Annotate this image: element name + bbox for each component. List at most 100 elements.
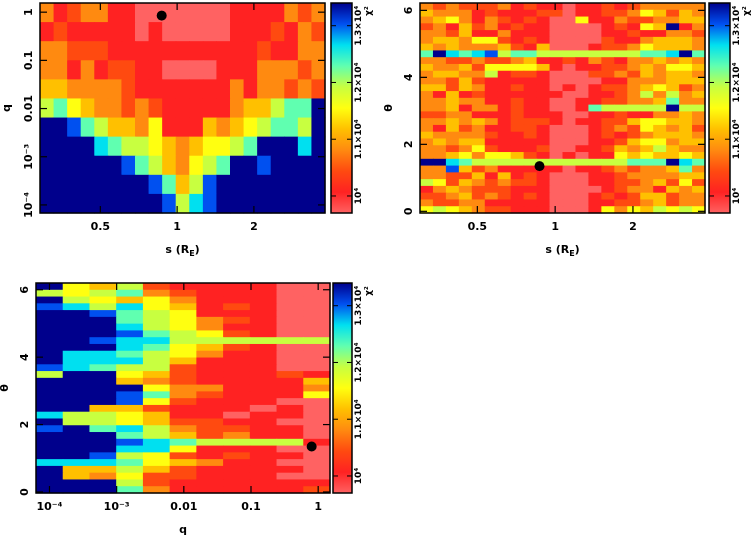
heatmap-cell xyxy=(121,98,136,119)
heatmap-cell xyxy=(303,296,331,304)
heatmap-cell xyxy=(458,57,473,65)
heatmap-cell xyxy=(270,98,285,119)
heatmap-cell xyxy=(523,158,538,167)
heatmap-cell xyxy=(67,79,82,100)
heatmap-cell xyxy=(196,486,224,494)
heatmap-cell xyxy=(432,124,447,133)
heatmap-cell xyxy=(67,136,82,157)
heatmap-cell xyxy=(276,432,304,440)
heatmap-cell xyxy=(549,124,564,133)
x-tick-label: 2 xyxy=(250,220,258,233)
heatmap-cell xyxy=(536,104,551,112)
colorbar-label: χ² xyxy=(364,6,374,16)
heatmap-cell xyxy=(640,57,654,65)
heatmap-cell xyxy=(196,418,224,426)
heatmap-cell xyxy=(458,124,473,133)
heatmap-cell xyxy=(445,192,460,201)
heatmap-cell xyxy=(223,310,251,318)
heatmap-cell xyxy=(36,330,64,338)
heatmap-cell xyxy=(588,206,602,214)
heatmap-cell xyxy=(121,3,136,23)
heatmap-cell xyxy=(148,41,163,61)
colorbar-tick-label: 10⁴ xyxy=(354,188,364,205)
heatmap-cell xyxy=(432,3,447,11)
x-axis-label: s (RE) xyxy=(165,243,199,258)
heatmap-cell xyxy=(679,97,693,106)
heatmap-cell xyxy=(169,479,197,487)
heatmap-cell xyxy=(653,138,667,146)
heatmap-cell xyxy=(276,343,304,352)
heatmap-cell xyxy=(142,479,171,487)
heatmap-cell xyxy=(484,77,499,85)
y-tick-label: 2 xyxy=(18,421,31,429)
heatmap-cell xyxy=(249,371,278,379)
heatmap-cell xyxy=(223,357,251,365)
heatmap-cell xyxy=(627,192,641,201)
colorbar-tick-label: 1.3×10⁴ xyxy=(354,286,364,326)
heatmap-cell xyxy=(243,174,258,195)
heatmap-cell xyxy=(562,30,577,38)
heatmap-cell xyxy=(249,316,278,325)
heatmap-cell xyxy=(135,174,150,195)
heatmap-cell xyxy=(692,152,706,160)
heatmap-cell xyxy=(420,185,434,194)
heatmap-cell xyxy=(458,9,473,18)
heatmap-cell xyxy=(420,179,434,187)
heatmap-cell xyxy=(588,77,602,85)
heatmap-cell xyxy=(249,479,278,487)
heatmap-cell xyxy=(202,136,218,157)
heatmap-cell xyxy=(420,57,434,65)
heatmap-cell xyxy=(223,445,251,453)
heatmap-cell xyxy=(640,118,654,126)
heatmap-cell xyxy=(445,57,460,65)
heatmap-cell xyxy=(116,465,144,474)
heatmap-cell xyxy=(523,91,538,99)
heatmap-cell xyxy=(297,117,313,138)
heatmap-cell xyxy=(640,77,654,85)
heatmap-cell xyxy=(666,30,680,38)
heatmap-cell xyxy=(458,145,473,153)
heatmap-cell xyxy=(216,41,231,61)
heatmap-cell xyxy=(303,438,331,447)
heatmap-cell xyxy=(249,452,278,460)
heatmap-cell xyxy=(458,43,473,52)
heatmap-cell xyxy=(562,158,577,167)
heatmap-cell xyxy=(549,16,564,24)
heatmap-cell xyxy=(679,118,693,126)
heatmap-cell xyxy=(666,145,680,153)
x-tick-label: 0.1 xyxy=(241,500,261,513)
heatmap-cell xyxy=(640,165,654,173)
x-axis-label-text: s (R xyxy=(165,243,189,256)
heatmap-cell xyxy=(284,193,299,214)
heatmap-cell xyxy=(588,124,602,133)
heatmap-cell xyxy=(169,472,197,481)
heatmap-cell xyxy=(627,206,641,214)
heatmap-cell xyxy=(601,138,615,146)
heatmap-cell xyxy=(575,145,590,153)
heatmap-cell xyxy=(89,289,117,298)
heatmap-cell xyxy=(89,472,117,481)
heatmap-cell xyxy=(679,3,693,11)
heatmap-cell xyxy=(510,57,525,65)
heatmap-cell xyxy=(62,283,91,291)
heatmap-cell xyxy=(303,364,331,372)
heatmap-cell xyxy=(276,283,304,291)
heatmap-cell xyxy=(614,43,628,52)
heatmap-cell xyxy=(303,310,331,318)
heatmap-cell xyxy=(549,3,564,11)
colorbar-scale xyxy=(330,2,353,214)
heatmap-cell xyxy=(653,97,667,106)
heatmap-cell xyxy=(40,193,55,214)
heatmap-cell xyxy=(653,192,667,201)
heatmap-cell xyxy=(175,155,190,176)
heatmap-cell xyxy=(601,36,615,45)
heatmap-cell xyxy=(62,377,91,386)
heatmap-cell xyxy=(40,22,55,42)
heatmap-cell xyxy=(497,158,512,167)
heatmap-cell xyxy=(653,111,667,119)
heatmap-cell xyxy=(284,3,299,23)
heatmap-cell xyxy=(666,199,680,207)
heatmap-cell xyxy=(62,438,91,447)
heatmap-cell xyxy=(303,411,331,420)
heatmap-cell xyxy=(523,84,538,92)
